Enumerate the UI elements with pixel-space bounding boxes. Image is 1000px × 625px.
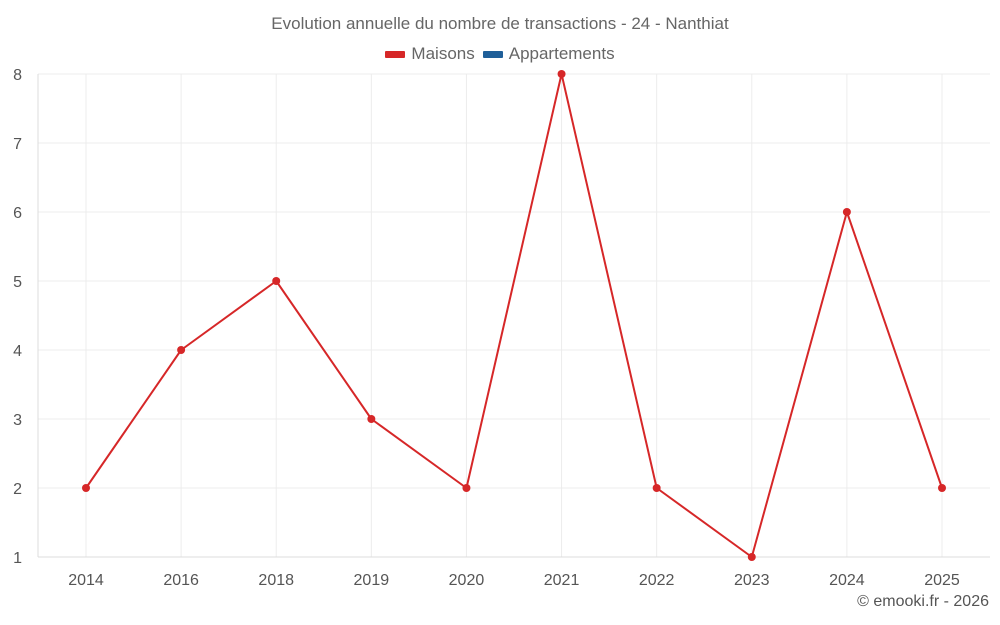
y-tick-label: 8 [13,67,22,84]
data-point [938,484,946,492]
y-tick-label: 7 [13,136,22,153]
x-tick-label: 2024 [829,572,865,589]
legend-swatch-appartements [482,50,503,58]
x-tick-label: 2022 [639,572,675,589]
footer-credit: © emooki.fr - 2026 [857,593,989,610]
series-line-maisons [85,73,943,558]
x-tick-label: 2016 [163,572,199,589]
legend-label-maisons: Maisons [411,44,475,63]
legend-swatch-maisons [385,50,406,58]
x-tick-label: 2023 [734,572,770,589]
y-tick-label: 2 [13,481,22,498]
data-point [272,277,281,285]
data-point [462,484,471,492]
x-tick-label: 2014 [68,572,104,589]
data-point [557,70,566,78]
legend-item-maisons[interactable]: Maisons [385,44,475,64]
y-tick-label: 4 [13,343,22,360]
legend-item-appartements[interactable]: Appartements [482,44,615,64]
data-point [367,415,376,423]
y-tick-label: 5 [13,274,22,291]
chart-legend: Maisons Appartements [0,44,1000,64]
data-point [842,208,851,216]
data-point [177,346,186,354]
legend-label-appartements: Appartements [508,44,615,63]
data-point [82,484,90,492]
chart-title: Evolution annuelle du nombre de transact… [271,14,729,33]
x-tick-label: 2020 [449,572,485,589]
y-tick-label: 3 [13,412,22,429]
y-tick-label: 1 [13,550,22,567]
x-tick-label: 2018 [258,572,294,589]
data-point [652,484,661,492]
y-tick-label: 6 [13,205,22,222]
x-tick-label: 2019 [354,572,390,589]
x-tick-label: 2025 [924,572,960,589]
x-tick-label: 2021 [544,572,580,589]
data-point [747,553,756,561]
